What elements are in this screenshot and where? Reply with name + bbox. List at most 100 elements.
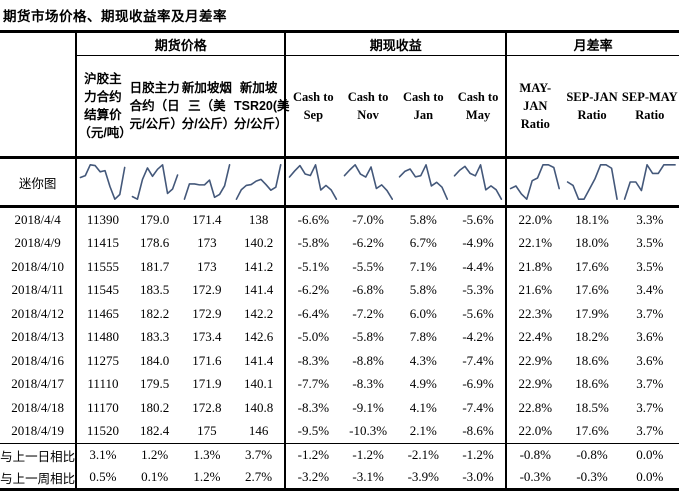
summary-value-cell: -0.3%: [519, 469, 551, 484]
summary-value-cell: 0.5%: [89, 469, 117, 484]
date-cell: 2018/4/13: [0, 325, 78, 349]
value-cell: 171.6: [192, 352, 222, 368]
value-cell: 3.7%: [636, 399, 664, 415]
summary-value-cell: 3.7%: [232, 443, 287, 466]
page-title: 期货市场价格、期现收益率及月差率: [3, 9, 227, 24]
value-cell: -5.5%: [352, 258, 384, 274]
value-cell: 22.0%: [518, 211, 553, 227]
value-cell: -5.8%: [297, 235, 330, 251]
value-cell: -5.6%: [450, 302, 508, 326]
value-cell: 11275: [86, 352, 119, 368]
value-cell: -7.0%: [352, 211, 384, 227]
value-cell: -6.4%: [297, 305, 330, 321]
value-cell: 138: [232, 206, 287, 232]
value-cell: 179.0: [140, 211, 170, 227]
sparkline: [288, 161, 338, 203]
sparkline: [453, 161, 503, 203]
sparkline: [183, 161, 231, 203]
column-header: Cash to Sep: [285, 55, 341, 159]
sparkline-cell: [620, 157, 679, 208]
value-cell: 5.8%: [409, 211, 437, 227]
summary-value-cell: 0.0%: [636, 469, 664, 484]
sparkline-cell: [232, 157, 287, 208]
value-cell: 11415: [86, 235, 119, 251]
summary-value-cell: -1.2%: [340, 443, 396, 466]
value-cell: -6.6%: [297, 211, 330, 227]
value-cell: 18.2%: [575, 329, 609, 345]
value-cell: -8.8%: [352, 352, 384, 368]
value-cell: 3.7%: [636, 305, 664, 321]
value-cell: -9.1%: [352, 399, 384, 415]
value-cell: -6.2%: [352, 235, 384, 251]
column-header: Cash to Nov: [340, 55, 396, 159]
summary-value-cell: -2.1%: [395, 443, 451, 466]
date-cell: 2018/4/19: [0, 419, 78, 444]
value-cell: 140.2: [232, 231, 287, 255]
summary-value-cell: -0.3%: [576, 469, 608, 484]
column-header: MAY-JAN Ratio: [506, 55, 564, 159]
summary-value-cell: -0.8%: [506, 443, 564, 466]
summary-row: 与上一周相比 0.5% 0.1% 1.2% 2.7% -3.2% -3.1% -3.9% -3.…: [0, 466, 679, 490]
value-cell: 11465: [86, 305, 119, 321]
column-header: Cash to Jan: [395, 55, 451, 159]
value-cell: 11545: [86, 282, 119, 298]
value-cell: 18.5%: [575, 399, 609, 415]
date-cell: 2018/4/10: [0, 255, 78, 279]
sparkline-cell: [450, 157, 508, 208]
table-row: 2018/4/19 11520 182.4 175 146 -9.5% -10.3% 2.1%…: [0, 419, 679, 444]
value-cell: 11110: [87, 376, 119, 392]
table-body: 迷你图 2018/4/4 11390 179.0 171.4 138 -6.6% -7.0% 5…: [0, 157, 679, 490]
table-head: 期货价格 期现收益 月差率 沪胶主力合约结算价（元/吨） 日胶主力合约（日元/公斤）新…: [0, 31, 679, 159]
sparkline-row-label: 迷你图: [0, 157, 78, 208]
column-header: SEP-MAY Ratio: [620, 55, 679, 159]
value-cell: 179.5: [140, 376, 170, 392]
value-cell: 3.4%: [636, 282, 664, 298]
value-cell: -8.3%: [352, 376, 384, 392]
sparkline: [235, 161, 282, 203]
summary-row-label: 与上一周相比: [0, 466, 78, 490]
summary-value-cell: -1.2%: [450, 443, 508, 466]
table-row: 2018/4/13 11480 183.3 173.4 142.6 -5.0% -5.8% 7…: [0, 325, 679, 349]
value-cell: -9.5%: [297, 423, 330, 439]
summary-value-cell: -3.0%: [450, 466, 508, 490]
value-cell: 182.2: [140, 305, 170, 321]
date-cell: 2018/4/9: [0, 231, 78, 255]
value-cell: 18.1%: [575, 211, 609, 227]
value-cell: 22.1%: [518, 235, 553, 251]
value-cell: 180.2: [140, 399, 170, 415]
summary-value-cell: 2.7%: [232, 466, 287, 490]
sparkline-row: 迷你图: [0, 157, 679, 208]
column-header: 新加坡TSR20(美分/公斤）: [232, 55, 290, 159]
value-cell: 22.9%: [518, 352, 553, 368]
table-row: 2018/4/12 11465 182.2 172.9 142.2 -6.4% -7.2% 6…: [0, 302, 679, 326]
summary-row: 与上一日相比 3.1% 1.2% 1.3% 3.7% -1.2% -1.2% -2.1% -1.…: [0, 443, 679, 466]
sparkline: [566, 161, 619, 203]
value-cell: 18.6%: [575, 352, 609, 368]
value-cell: 171.4: [192, 211, 222, 227]
table-row: 2018/4/9 11415 178.6 173 140.2 -5.8% -6.2% 6.7%…: [0, 231, 679, 255]
page: 期货市场价格、期现收益率及月差率 期货价格 期现收益 月差率 沪胶主力合约结算价（元…: [0, 5, 679, 491]
value-cell: 183.3: [140, 329, 170, 345]
summary-value-cell: -3.1%: [352, 469, 384, 484]
value-cell: -8.3%: [297, 352, 330, 368]
summary-value-cell: -3.2%: [297, 469, 330, 484]
sparkline-cell: [563, 157, 621, 208]
value-cell: 3.6%: [636, 329, 664, 345]
sparkline: [509, 161, 561, 203]
sparkline-cell: [340, 157, 396, 208]
value-cell: 22.4%: [518, 329, 553, 345]
futures-table: 期货价格 期现收益 月差率 沪胶主力合约结算价（元/吨） 日胶主力合约（日元/公斤）新…: [0, 30, 679, 491]
value-cell: 17.6%: [575, 423, 609, 439]
sparkline: [623, 161, 677, 203]
value-cell: -4.4%: [450, 255, 508, 279]
value-cell: 18.6%: [575, 376, 609, 392]
date-cell: 2018/4/18: [0, 396, 78, 420]
value-cell: 17.6%: [575, 258, 609, 274]
value-cell: 21.8%: [518, 258, 553, 274]
value-cell: 142.2: [232, 302, 287, 326]
value-cell: 141.2: [232, 255, 287, 279]
column-header: SEP-JAN Ratio: [563, 55, 621, 159]
date-cell: 2018/4/4: [0, 206, 78, 232]
sparkline: [343, 161, 394, 203]
value-cell: -7.4%: [450, 396, 508, 420]
